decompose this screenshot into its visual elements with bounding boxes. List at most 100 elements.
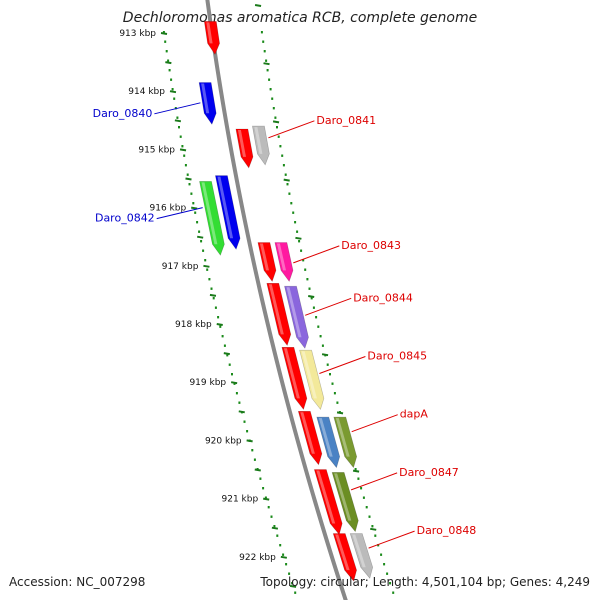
gene-label[interactable]: Daro_0845	[367, 350, 427, 363]
gene-arrow[interactable]	[331, 472, 359, 533]
gene-arrow[interactable]	[332, 533, 357, 582]
ruler-dot	[251, 449, 254, 452]
gene-arrow-highlight	[201, 83, 210, 114]
gene-arrow-highlight	[206, 22, 213, 44]
gene-label-leader	[154, 102, 201, 115]
gene-arrow[interactable]	[284, 285, 309, 349]
gene-arrow[interactable]	[281, 346, 308, 411]
gene-label-leader	[368, 530, 415, 549]
ruler-dot	[214, 306, 217, 309]
ruler-tick-minor	[352, 469, 360, 473]
genes-layer	[198, 21, 374, 582]
ruler-dot	[317, 325, 320, 328]
tick-label: 920 kbp	[205, 436, 242, 446]
gene-arrow[interactable]	[299, 349, 325, 411]
gene-label[interactable]: Daro_0847	[399, 466, 459, 479]
ruler-dot	[300, 249, 303, 252]
gene-label[interactable]: Daro_0843	[341, 239, 401, 252]
gene-arrow[interactable]	[274, 242, 294, 283]
ruler-tick-minor	[165, 61, 172, 65]
ruler-dot	[282, 553, 285, 556]
gene-label[interactable]: Daro_0840	[93, 107, 153, 120]
gene-arrow-highlight	[217, 176, 234, 239]
accession-text: Accession: NC_007298	[9, 575, 146, 589]
gene-arrow[interactable]	[266, 282, 292, 347]
ruler-dot	[238, 401, 241, 404]
ruler-tick-minor	[238, 410, 245, 414]
gene-label[interactable]: dapA	[400, 408, 429, 421]
gene-arrow[interactable]	[297, 410, 323, 466]
gene-label-leader	[319, 356, 366, 374]
ruler-tick-minor	[336, 411, 344, 415]
ruler-dot	[171, 88, 174, 91]
gene-arrow[interactable]	[199, 181, 225, 256]
tick-label: 918 kbp	[175, 320, 212, 330]
ruler-dot	[228, 363, 231, 366]
ruler-dot	[365, 506, 368, 509]
gene-label[interactable]: Daro_0841	[316, 114, 376, 127]
gene-arrow-highlight	[316, 470, 336, 524]
ruler-dot	[304, 268, 307, 271]
ruler-tick-major	[203, 264, 210, 268]
gene-arrow-highlight	[286, 287, 302, 338]
gene-arrow-highlight	[300, 412, 315, 454]
gene-arrow[interactable]	[215, 175, 241, 250]
ruler-tick-major	[169, 90, 177, 94]
tick-label: 922 kbp	[239, 553, 276, 563]
gene-arrow[interactable]	[203, 21, 220, 56]
ruler-dot	[374, 534, 377, 537]
gene-arrow[interactable]	[313, 469, 343, 536]
ruler-dot	[221, 335, 224, 338]
ruler-dot	[206, 268, 209, 271]
ruler-dot	[200, 240, 203, 243]
ruler-tick-major	[230, 381, 238, 385]
ruler-tick-minor	[254, 4, 262, 7]
tick-label: 917 kbp	[162, 262, 199, 272]
ruler-dot	[285, 563, 288, 566]
gene-label[interactable]: Daro_0842	[95, 212, 155, 225]
ruler-tick-minor	[209, 293, 217, 297]
ruler-dot	[386, 572, 389, 575]
ruler-dot	[212, 297, 215, 300]
gene-arrow[interactable]	[235, 128, 254, 169]
gene-arrow[interactable]	[257, 242, 277, 283]
ruler-dot	[296, 230, 299, 233]
ruler-dot	[167, 59, 170, 62]
ruler-dot	[162, 31, 165, 34]
ruler-dot	[371, 525, 374, 528]
gene-arrow[interactable]	[252, 125, 270, 166]
ruler-ticks: 913 kbp 914 kbp 915 kbp 916 kbp 917 kbp 918 k…	[119, 4, 377, 588]
ruler-dot	[271, 97, 274, 100]
ruler-dot	[308, 287, 311, 290]
ruler-dot	[265, 59, 268, 62]
ruler-dot	[288, 572, 291, 575]
gene-label[interactable]: Daro_0844	[353, 291, 413, 304]
gene-arrow[interactable]	[198, 82, 217, 125]
ruler-dot	[368, 515, 371, 518]
ruler-dot	[357, 477, 360, 480]
ruler-tick-minor	[289, 584, 297, 588]
gene-arrow[interactable]	[316, 416, 341, 469]
ruler-dot	[380, 553, 383, 556]
ruler-dot	[276, 126, 278, 129]
gene-arrow-highlight	[335, 534, 350, 571]
gene-arrow-highlight	[334, 473, 352, 521]
tick-label: 913 kbp	[119, 29, 156, 39]
genome-backbone	[205, 0, 348, 600]
gene-label[interactable]: Daro_0848	[417, 524, 477, 537]
ruler-tick-minor	[263, 62, 270, 66]
ruler-dot	[279, 544, 282, 547]
gene-label-leader	[351, 414, 398, 433]
gene-arrow-highlight	[352, 534, 366, 568]
gene-arrow-highlight	[254, 127, 263, 154]
ruler-dot	[208, 278, 211, 281]
ruler-dot	[192, 202, 195, 205]
ruler-dot	[277, 135, 280, 138]
gene-arrow[interactable]	[333, 416, 358, 469]
ruler-dot	[173, 97, 176, 100]
tick-label: 915 kbp	[138, 145, 175, 155]
gene-label-leader	[268, 120, 315, 139]
gene-arrow[interactable]	[349, 533, 374, 579]
ruler-dot	[310, 297, 313, 300]
